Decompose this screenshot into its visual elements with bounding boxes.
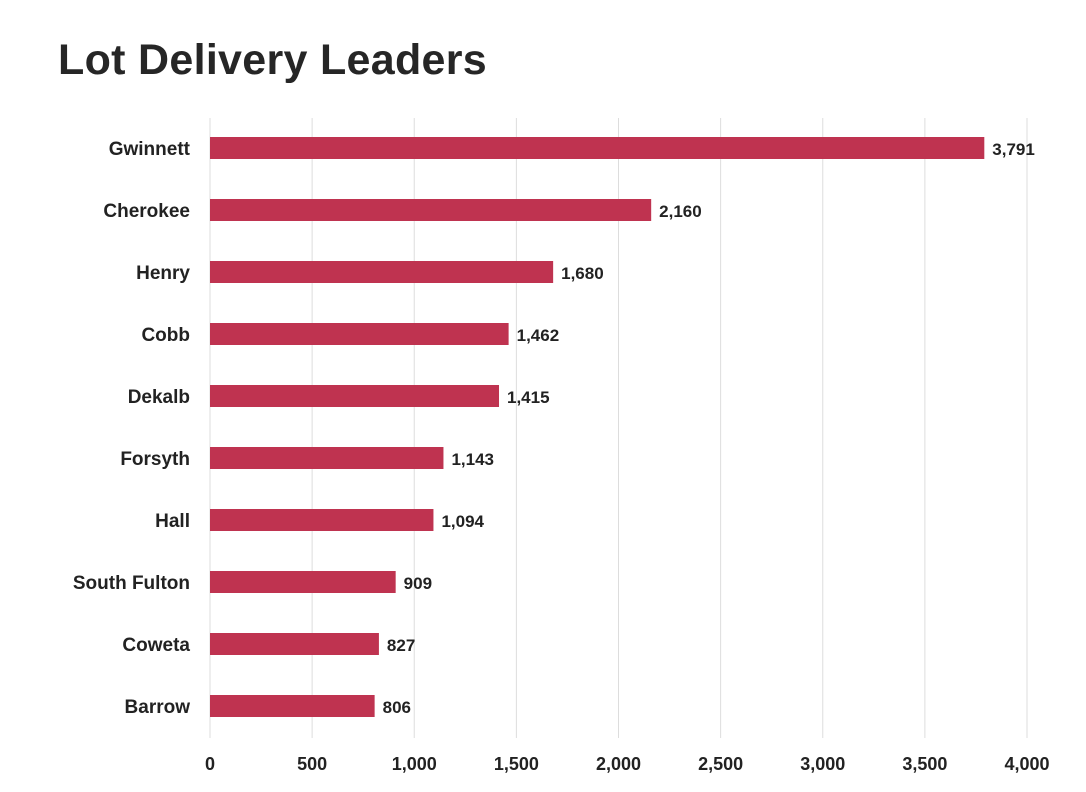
x-tick-label: 2,000 (596, 754, 641, 774)
value-label: 1,415 (507, 388, 550, 407)
chart-title: Lot Delivery Leaders (58, 36, 488, 84)
bar-cobb (210, 323, 509, 345)
value-label: 827 (387, 636, 415, 655)
category-label: Barrow (125, 697, 191, 718)
bar-coweta (210, 633, 379, 655)
bar-cherokee (210, 199, 652, 221)
bars (210, 137, 985, 717)
value-label: 909 (404, 574, 432, 593)
bar-gwinnett (210, 137, 985, 159)
value-labels: 3,791 2,160 1,680 1,462 1,415 1,143 1,094 909 82… (383, 140, 1035, 717)
x-tick-label: 500 (297, 754, 327, 774)
value-label: 1,680 (561, 264, 604, 283)
x-tick-label: 2,500 (698, 754, 743, 774)
category-label: Dekalb (128, 387, 190, 408)
bar-henry (210, 261, 554, 283)
value-label: 806 (383, 698, 411, 717)
x-tick-label: 3,000 (800, 754, 845, 774)
value-label: 2,160 (659, 202, 702, 221)
category-label: South Fulton (73, 573, 190, 594)
category-label: Henry (136, 263, 190, 284)
x-tick-label: 1,500 (494, 754, 539, 774)
bar-barrow (210, 695, 375, 717)
category-label: Forsyth (120, 449, 190, 470)
value-label: 1,462 (517, 326, 560, 345)
x-tick-label: 3,500 (902, 754, 947, 774)
category-label: Coweta (122, 635, 190, 656)
x-tick-label: 1,000 (392, 754, 437, 774)
bar-dekalb (210, 385, 500, 407)
value-label: 1,094 (441, 512, 484, 531)
x-tick-label: 0 (205, 754, 215, 774)
x-tick-label: 4,000 (1004, 754, 1049, 774)
value-label: 3,791 (992, 140, 1035, 159)
category-labels: Gwinnett Cherokee Henry Cobb Dekalb Forsyth Ha… (73, 139, 191, 718)
value-label: 1,143 (451, 450, 494, 469)
category-label: Cherokee (103, 201, 190, 222)
x-axis-ticks: 0 500 1,000 1,500 2,000 2,500 3,000 3,500 4,000 (205, 754, 1050, 774)
bar-south-fulton (210, 571, 396, 593)
bar-hall (210, 509, 434, 531)
category-label: Cobb (141, 325, 190, 346)
gridlines (209, 118, 1028, 738)
category-label: Gwinnett (109, 139, 191, 160)
bar-forsyth (210, 447, 444, 469)
category-label: Hall (155, 511, 190, 532)
